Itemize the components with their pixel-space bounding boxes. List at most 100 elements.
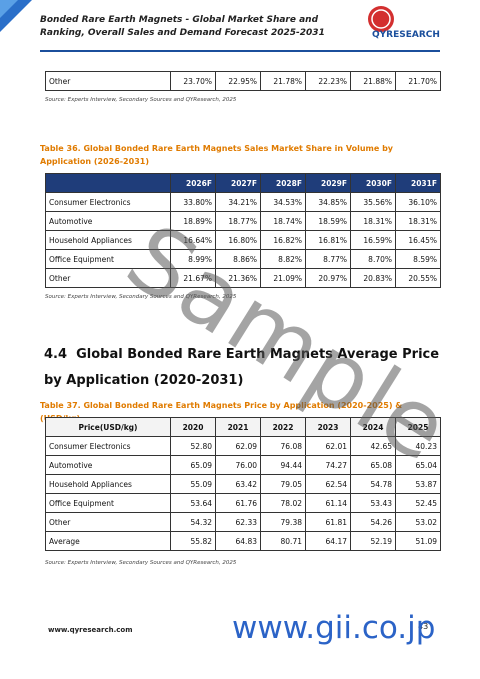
table-row: Consumer Electronics 33.80% 34.21% 34.53% 34…: [45, 192, 441, 212]
table-row: Other 54.32 62.33 79.38 61.81 54.26 53.02: [45, 512, 441, 532]
table-cell: 18.74%: [260, 211, 306, 231]
table-cell: 2027F: [215, 173, 261, 193]
table-cell: 22.95%: [215, 71, 261, 91]
table-cell: 18.59%: [305, 211, 351, 231]
table-36: 2026F 2027F 2028F 2029F 2030F 2031F Consumer E…: [45, 173, 441, 288]
header-rule: [40, 50, 440, 52]
table-cell: 21.88%: [350, 71, 396, 91]
table-cell: 18.77%: [215, 211, 261, 231]
footer-website: www.qyresearch.com: [48, 626, 133, 634]
table-cell: 53.87: [395, 474, 441, 494]
table-cell: 22.23%: [305, 71, 351, 91]
table-prev: Other 23.70% 22.95% 21.78% 22.23% 21.88% 21.70…: [45, 71, 441, 91]
table-cell: 80.71: [260, 531, 306, 551]
table-cell: 36.10%: [395, 192, 441, 212]
table-cell: 61.81: [305, 512, 351, 532]
table-row: Office Equipment 53.64 61.76 78.02 61.14 53.4…: [45, 493, 441, 513]
table-cell: 2029F: [305, 173, 351, 193]
table-cell: 2021: [215, 417, 261, 437]
table-cell: 20.97%: [305, 268, 351, 288]
table-cell: 8.59%: [395, 249, 441, 269]
table-cell: 2026F: [170, 173, 216, 193]
table-cell: 35.56%: [350, 192, 396, 212]
table-cell: 52.45: [395, 493, 441, 513]
table-37: Price(USD/kg) 2020 2021 2022 2023 2024 2025 Con…: [45, 417, 441, 551]
table-cell: Consumer Electronics: [45, 436, 171, 456]
table-cell: Automotive: [45, 455, 171, 475]
source: Source: Experts Interview, Secondary Sou…: [45, 97, 237, 103]
table-caption: Table 36. Global Bonded Rare Earth Magne…: [40, 144, 394, 166]
table-cell: Consumer Electronics: [45, 192, 171, 212]
table-cell: 76.08: [260, 436, 306, 456]
table-cell: Other: [45, 71, 171, 91]
table-row: Consumer Electronics 52.80 62.09 76.08 62.01…: [45, 436, 441, 456]
table-cell: 62.09: [215, 436, 261, 456]
table-cell: 74.27: [305, 455, 351, 475]
corner-decoration: [0, 0, 32, 32]
table-cell: 76.00: [215, 455, 261, 475]
table-cell: 34.53%: [260, 192, 306, 212]
table-cell: 16.81%: [305, 230, 351, 250]
table-cell: Other: [45, 512, 171, 532]
table-cell: 79.05: [260, 474, 306, 494]
table-cell: 2020: [170, 417, 216, 437]
table-row: Household Appliances 16.64% 16.80% 16.82% 16…: [45, 230, 441, 250]
table-cell: 53.43: [350, 493, 396, 513]
table-row: Other 23.70% 22.95% 21.78% 22.23% 21.88% 21.70…: [45, 71, 441, 91]
table-cell: 33.80%: [170, 192, 216, 212]
table-cell: 78.02: [260, 493, 306, 513]
table-cell: 54.78: [350, 474, 396, 494]
table-cell: 21.70%: [395, 71, 441, 91]
section-heading: 4.4 Global Bonded Rare Earth Magnets Ave…: [44, 342, 444, 394]
table-cell: 2031F: [395, 173, 441, 193]
table-cell: Average: [45, 531, 171, 551]
table-cell: 21.78%: [260, 71, 306, 91]
table-cell: 8.82%: [260, 249, 306, 269]
logo-text: QYRESEARCH: [372, 30, 440, 40]
table-cell: 2022: [260, 417, 306, 437]
table-cell: 34.85%: [305, 192, 351, 212]
table-cell: 94.44: [260, 455, 306, 475]
section-title: Global Bonded Rare Earth Magnets Average…: [44, 347, 440, 388]
table-cell: Other: [45, 268, 171, 288]
table-row: Other 21.67% 21.36% 21.09% 20.97% 20.83% 20.55…: [45, 268, 441, 288]
table-cell: 53.02: [395, 512, 441, 532]
table-cell: 2030F: [350, 173, 396, 193]
table-cell: Price(USD/kg): [45, 417, 171, 437]
table-cell: 64.83: [215, 531, 261, 551]
table-row: Average 55.82 64.83 80.71 64.17 52.19 51.09: [45, 531, 441, 551]
table-row: Price(USD/kg) 2020 2021 2022 2023 2024 2025: [45, 417, 441, 437]
table-cell: 16.59%: [350, 230, 396, 250]
table-cell: 62.33: [215, 512, 261, 532]
table-cell: Office Equipment: [45, 493, 171, 513]
table-cell: 54.26: [350, 512, 396, 532]
table-cell: 8.77%: [305, 249, 351, 269]
table-cell: Household Appliances: [45, 474, 171, 494]
table-cell: 53.64: [170, 493, 216, 513]
gii-watermark: www.gii.co.jp: [232, 610, 436, 646]
table-cell: 20.55%: [395, 268, 441, 288]
table-cell: 34.21%: [215, 192, 261, 212]
table-cell: 20.83%: [350, 268, 396, 288]
source: Source: Experts Interview, Secondary Sou…: [45, 294, 237, 300]
source: Source: Experts Interview, Secondary Sou…: [45, 560, 237, 566]
logo-globe: [368, 6, 394, 32]
table-cell: 63.42: [215, 474, 261, 494]
table-cell: 54.32: [170, 512, 216, 532]
table-cell: 16.82%: [260, 230, 306, 250]
table-cell: 52.19: [350, 531, 396, 551]
table-cell: 21.09%: [260, 268, 306, 288]
table-cell: 51.09: [395, 531, 441, 551]
table-cell: 55.82: [170, 531, 216, 551]
table-cell: 18.31%: [395, 211, 441, 231]
table-cell: [45, 173, 171, 193]
table-row: 2026F 2027F 2028F 2029F 2030F 2031F: [45, 173, 441, 193]
table-cell: 61.76: [215, 493, 261, 513]
table-cell: 65.09: [170, 455, 216, 475]
table-cell: 23.70%: [170, 71, 216, 91]
section-number: 4.4: [44, 347, 68, 362]
table-cell: 2028F: [260, 173, 306, 193]
table-cell: 64.17: [305, 531, 351, 551]
table-cell: 16.45%: [395, 230, 441, 250]
